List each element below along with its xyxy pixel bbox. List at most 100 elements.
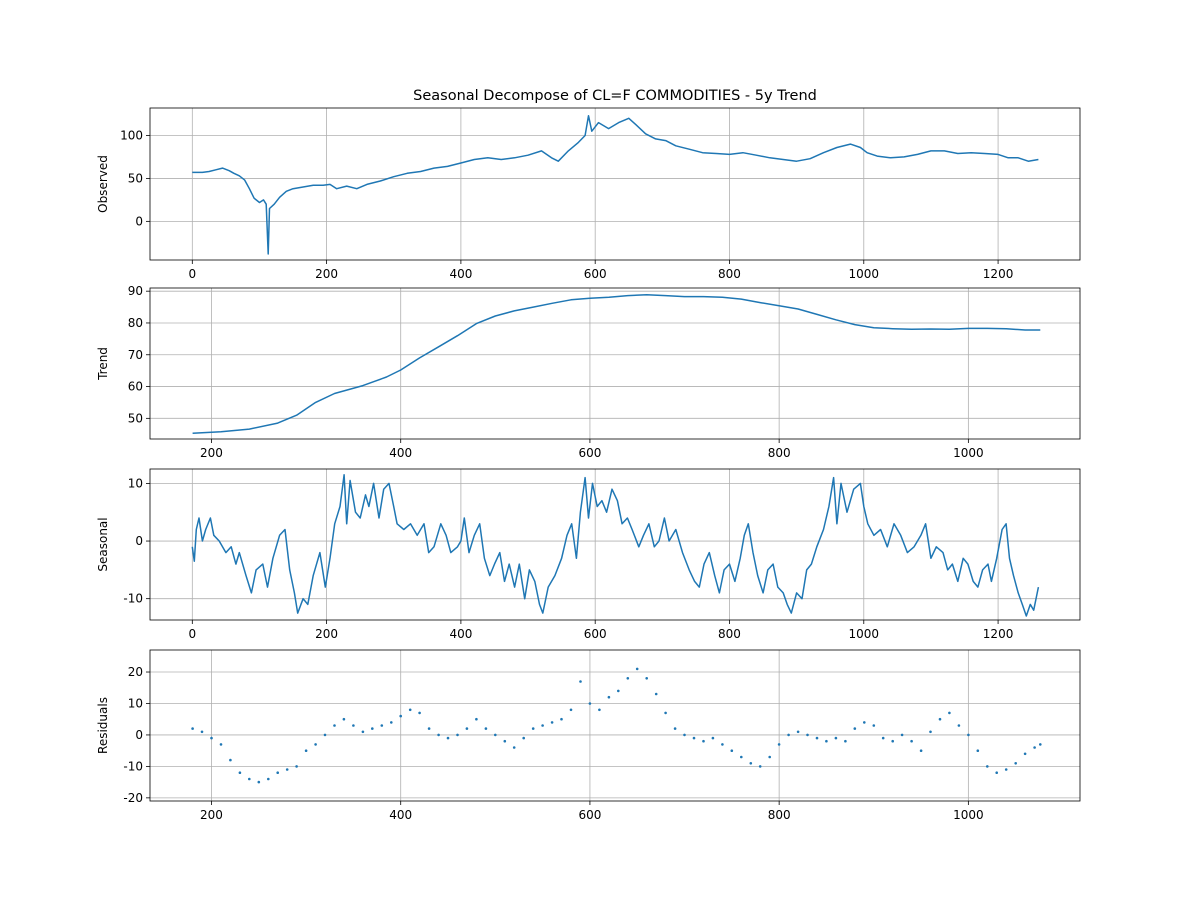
observed-xtick-label: 600 — [584, 267, 607, 281]
residuals-data-point — [967, 733, 970, 737]
residuals-data-point — [948, 711, 951, 715]
residuals-data-point — [295, 765, 298, 768]
residuals-axes-frame — [149, 649, 1081, 802]
seasonal-series-line — [191, 474, 1040, 617]
residuals-data-point — [853, 727, 857, 730]
trend-ytick-label: 90 — [128, 284, 143, 298]
residuals-data-point — [1014, 762, 1017, 765]
residuals-data-point — [550, 721, 554, 724]
residuals-data-point — [683, 733, 686, 737]
seasonal-xtick-label: 800 — [718, 627, 741, 641]
residuals-data-point — [408, 708, 412, 712]
residuals-data-point — [995, 771, 998, 774]
trend-xtick-label: 600 — [578, 446, 601, 460]
residuals-data-point — [285, 768, 289, 771]
residuals-data-point — [380, 724, 384, 727]
residuals-data-point — [522, 736, 525, 740]
trend-series-line — [192, 293, 1041, 435]
residuals-data-point — [1039, 743, 1042, 746]
residuals-data-point — [777, 743, 781, 746]
residuals-data-point — [635, 667, 639, 671]
residuals-data-point — [796, 730, 800, 734]
residuals-data-point — [314, 743, 317, 746]
chart-title: Seasonal Decompose of CL=F COMMODITIES -… — [413, 88, 817, 104]
observed-xtick-label: 800 — [718, 267, 741, 281]
trend-ytick-label: 70 — [128, 348, 143, 362]
seasonal-xtick-label: 0 — [188, 627, 196, 641]
trend-ytick-label: 60 — [128, 380, 143, 394]
observed-ylabel: Observed — [96, 155, 110, 213]
residuals-data-point — [702, 739, 705, 743]
residuals-xtick-label: 200 — [200, 808, 223, 822]
residuals-data-point — [446, 736, 450, 740]
residuals-data-point — [456, 733, 459, 737]
residuals-data-point — [361, 730, 365, 734]
residuals-data-point — [569, 708, 573, 712]
residuals-ylabel: Residuals — [96, 697, 110, 754]
residuals-data-point — [607, 695, 611, 699]
seasonal-xtick-label: 600 — [584, 627, 607, 641]
trend-xtick-label: 1000 — [953, 446, 984, 460]
observed-axes-frame — [149, 107, 1081, 261]
residuals-data-point — [626, 677, 630, 680]
panel-trend: 200 400 600 800 1000 50 60 70 80 90 Trend — [96, 284, 1081, 460]
residuals-data-point — [465, 727, 469, 730]
residuals-data-point — [427, 727, 431, 730]
residuals-data-point — [210, 736, 213, 740]
residuals-data-point — [399, 714, 403, 718]
residuals-data-point — [323, 733, 327, 737]
observed-xtick-label: 400 — [449, 267, 472, 281]
residuals-data-point — [219, 743, 223, 746]
seasonal-xtick-label: 400 — [449, 627, 472, 641]
observed-ytick-label: 100 — [120, 128, 143, 142]
residuals-data-point — [588, 702, 592, 705]
trend-xtick-label: 800 — [768, 446, 791, 460]
residuals-data-point — [872, 724, 876, 727]
residuals-ytick-label: 20 — [128, 665, 143, 679]
residuals-data-point — [418, 711, 421, 715]
residuals-ytick-label: 10 — [128, 696, 143, 710]
residuals-data-point — [900, 733, 904, 737]
residuals-data-point — [390, 721, 393, 724]
residuals-data-point — [730, 749, 734, 752]
residuals-data-point — [768, 755, 771, 759]
residuals-data-point — [352, 724, 355, 727]
residuals-data-point — [664, 711, 667, 715]
trend-ytick-label: 50 — [128, 411, 143, 425]
residuals-data-point — [910, 739, 913, 743]
residuals-data-point — [200, 730, 204, 734]
residuals-ytick-label: -10 — [123, 759, 143, 773]
residuals-data-point — [333, 724, 336, 727]
trend-axes-frame — [149, 287, 1081, 440]
residuals-data-point — [938, 717, 942, 721]
residuals-xtick-label: 800 — [768, 808, 791, 822]
residuals-data-point — [806, 733, 809, 737]
residuals-data-point — [560, 717, 563, 721]
residuals-ytick-label: 0 — [135, 728, 143, 742]
residuals-data-point — [531, 727, 535, 730]
trend-ylabel: Trend — [96, 347, 110, 381]
residuals-data-point — [891, 739, 894, 743]
residuals-data-point — [598, 708, 601, 712]
observed-xtick-label: 1200 — [983, 267, 1014, 281]
residuals-data-point — [475, 717, 478, 721]
panel-residuals: 200 400 600 800 1000 -20 -10 0 10 20 Residuals — [96, 649, 1081, 822]
residuals-data-point — [749, 762, 753, 765]
residuals-data-point — [834, 736, 838, 740]
residuals-data-point — [957, 724, 961, 727]
residuals-data-point — [758, 765, 762, 768]
residuals-data-point — [437, 733, 440, 737]
residuals-data-point — [1023, 752, 1027, 756]
residuals-data-point — [721, 743, 724, 746]
residuals-data-point — [257, 780, 261, 784]
residuals-data-point — [825, 739, 828, 743]
observed-ytick-label: 0 — [135, 214, 143, 228]
residuals-data-point — [267, 777, 270, 781]
residuals-data-point — [645, 677, 648, 680]
residuals-data-point — [484, 727, 488, 730]
residuals-data-point — [692, 736, 696, 740]
residuals-data-point — [673, 727, 677, 730]
residuals-data-point — [919, 749, 923, 752]
